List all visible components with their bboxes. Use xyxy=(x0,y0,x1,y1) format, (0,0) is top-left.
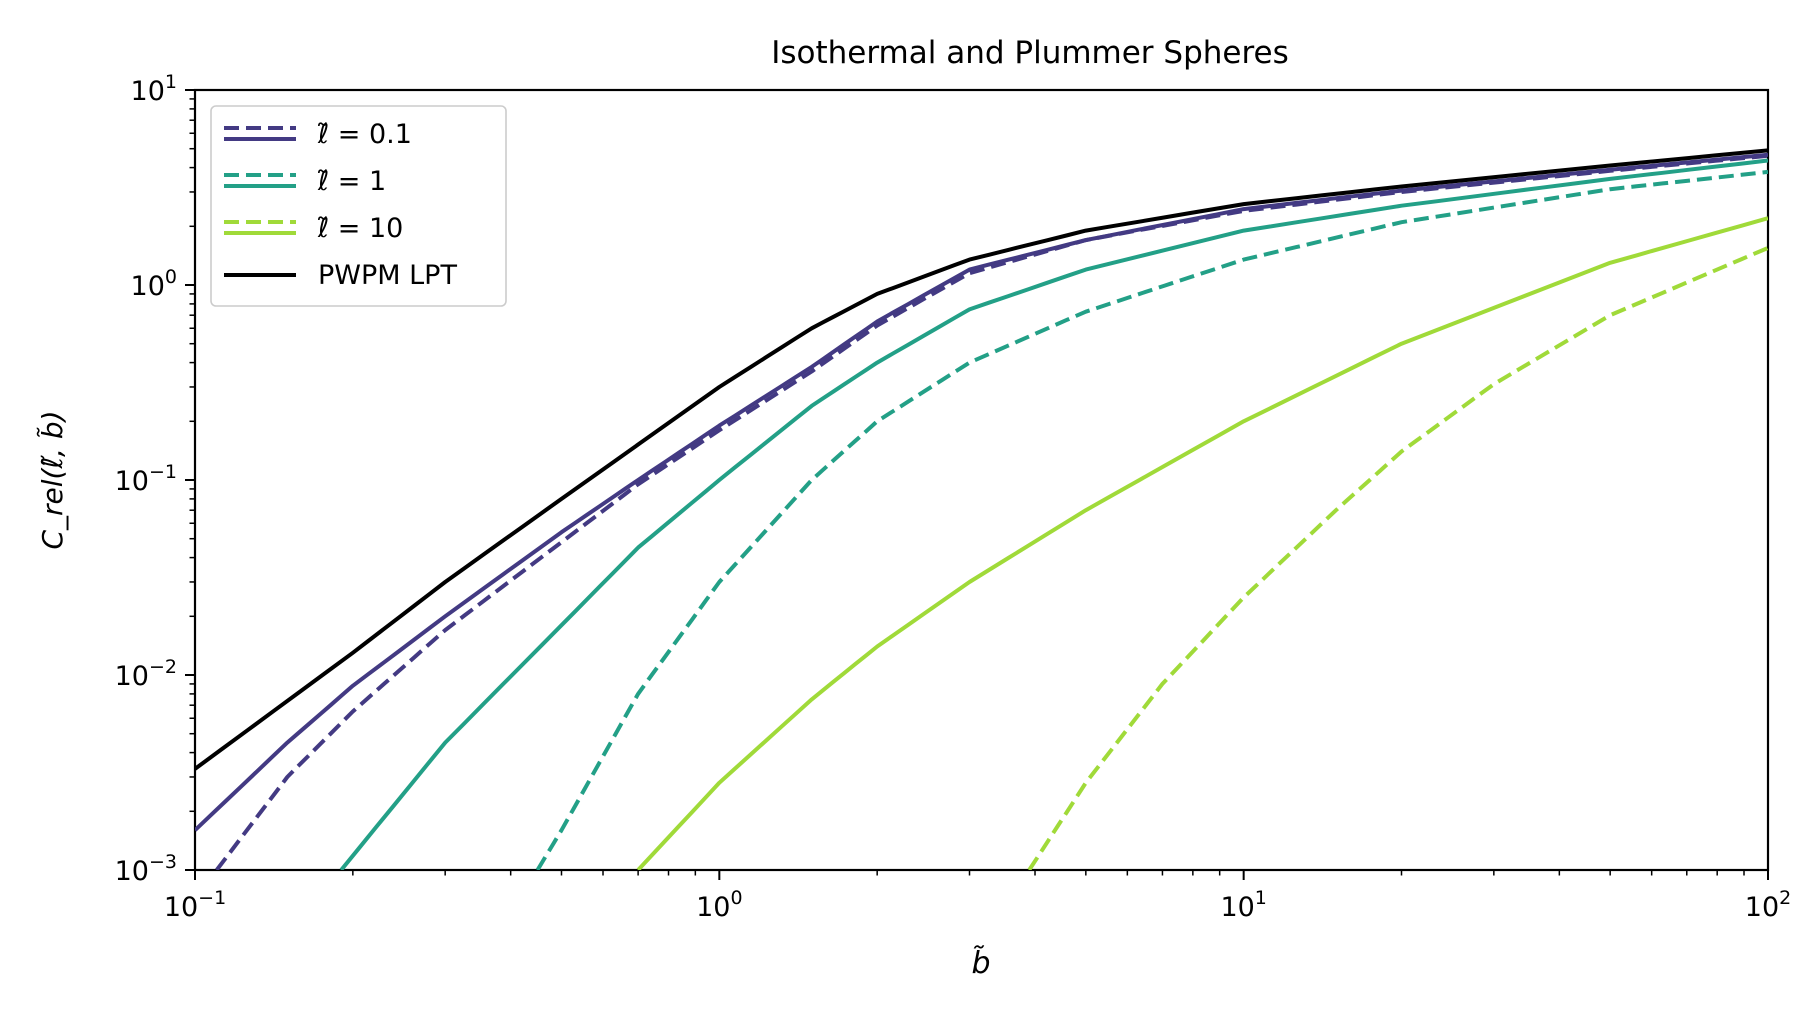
y-tick-label-exponent: −2 xyxy=(149,656,177,678)
y-axis-label: C_rel(ℓ̃, b̃) xyxy=(36,410,69,549)
y-tick-label-base: 10 xyxy=(115,661,149,692)
x-tick-label-exponent: −1 xyxy=(198,887,226,909)
y-tick-label: 101 xyxy=(131,71,177,107)
y-tick-label-base: 10 xyxy=(115,466,149,497)
y-tick-label: 10−1 xyxy=(115,461,177,497)
x-tick-label-base: 10 xyxy=(1745,892,1779,923)
series-line-1-dashed xyxy=(215,153,1768,870)
x-tick-label-base: 10 xyxy=(1220,892,1254,923)
y-tick-label: 100 xyxy=(131,266,177,302)
x-tick-label-base: 10 xyxy=(696,892,730,923)
series-group xyxy=(195,148,1768,870)
series-line-6-solid xyxy=(195,148,1768,771)
x-tick-label-exponent: 1 xyxy=(1255,887,1267,909)
y-tick-label-base: 10 xyxy=(115,856,149,887)
legend-item: PWPM LPT xyxy=(224,260,457,291)
legend-item: ℓ̃ = 0.1 xyxy=(224,119,412,150)
x-tick-label-exponent: 0 xyxy=(730,887,742,909)
y-tick-label-base: 10 xyxy=(131,76,165,107)
series-line-3-dashed xyxy=(535,169,1768,870)
legend: ℓ̃ = 0.1 ℓ̃ = 1 ℓ̃ = 10 PWPM LPT xyxy=(210,105,507,307)
y-tick-label-exponent: −3 xyxy=(149,851,177,873)
y-tick-label: 10−2 xyxy=(115,656,177,692)
y-tick-label-exponent: 1 xyxy=(165,71,177,93)
series-line-5-dashed xyxy=(1027,246,1768,870)
x-tick-label: 10−1 xyxy=(164,887,226,923)
legend-box xyxy=(210,105,507,307)
legend-label: PWPM LPT xyxy=(318,260,457,291)
x-tick-label-exponent: 2 xyxy=(1779,887,1791,909)
y-tick-label-exponent: 0 xyxy=(165,266,177,288)
x-tick-label-base: 10 xyxy=(164,892,198,923)
legend-item: ℓ̃ = 1 xyxy=(224,166,386,197)
y-tick-label-base: 10 xyxy=(131,271,165,302)
series-lines xyxy=(195,148,1768,870)
x-tick-label: 102 xyxy=(1745,887,1791,923)
x-tick-label: 101 xyxy=(1220,887,1266,923)
series-line-4-solid xyxy=(636,216,1768,870)
x-tick-label: 100 xyxy=(696,887,742,923)
legend-items: ℓ̃ = 0.1 ℓ̃ = 1 ℓ̃ = 10 PWPM LPT xyxy=(224,119,457,291)
y-tick-label: 10−3 xyxy=(115,851,177,887)
legend-label: ℓ̃ = 1 xyxy=(317,166,386,197)
legend-item: ℓ̃ = 10 xyxy=(224,213,403,244)
x-axis-label: b̃ xyxy=(971,946,990,981)
chart-title: Isothermal and Plummer Spheres xyxy=(771,35,1289,71)
legend-label: ℓ̃ = 0.1 xyxy=(317,119,412,150)
series-line-2-solid xyxy=(339,158,1768,870)
legend-label: ℓ̃ = 10 xyxy=(317,213,403,244)
y-tick-label-exponent: −1 xyxy=(149,461,177,483)
